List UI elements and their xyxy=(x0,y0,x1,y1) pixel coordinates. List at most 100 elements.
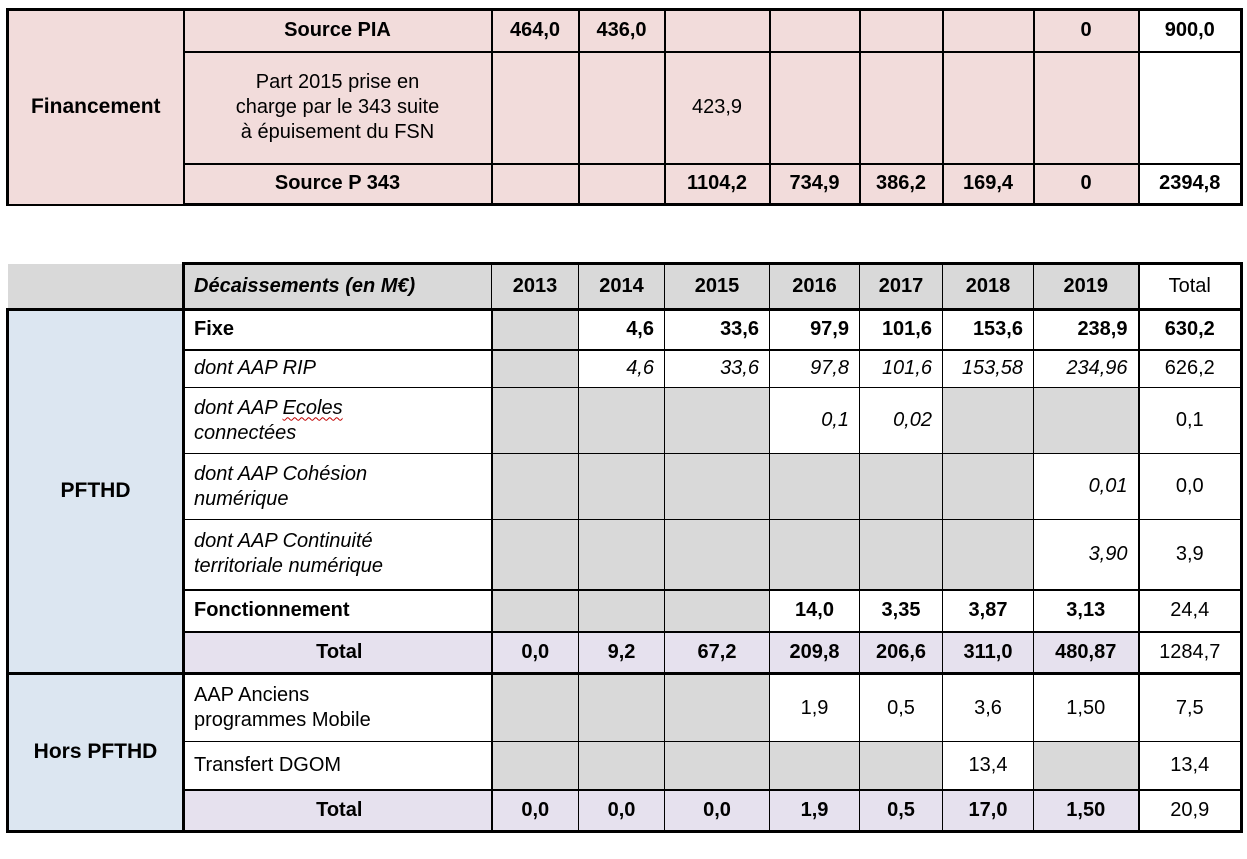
header-year: 2014 xyxy=(578,262,665,311)
row-total-cell xyxy=(1137,50,1243,165)
value-cell: 436,0 xyxy=(577,8,666,53)
value-cell xyxy=(859,453,943,520)
group-label-hors-pfthd: Hors PFTHD xyxy=(6,672,185,833)
value-cell xyxy=(664,588,770,632)
value-cell: 101,6 xyxy=(859,309,943,350)
value-cell xyxy=(491,387,579,454)
value-cell: 4,6 xyxy=(578,309,665,350)
row-label: dont AAP Continuité territoriale numériq… xyxy=(183,519,493,590)
header-year: 2017 xyxy=(859,262,943,311)
value-cell xyxy=(942,519,1034,590)
header-total: Total xyxy=(1137,262,1243,311)
row-label: Total xyxy=(183,788,493,833)
total-value-cell: 1,50 xyxy=(1033,788,1139,833)
header-year: 2018 xyxy=(942,262,1034,311)
value-cell xyxy=(942,453,1034,520)
value-cell xyxy=(578,588,665,632)
row-label: dont AAP RIP xyxy=(183,348,493,388)
group-label-pfthd: PFTHD xyxy=(6,308,185,675)
value-cell xyxy=(858,50,944,165)
total-value-cell: 209,8 xyxy=(769,630,860,674)
value-cell xyxy=(941,50,1035,165)
value-cell: 13,4 xyxy=(942,741,1034,790)
value-cell: 97,9 xyxy=(769,309,860,350)
value-cell xyxy=(769,453,860,520)
table-row: dont AAP Continuité territoriale numériq… xyxy=(8,519,1243,590)
value-cell xyxy=(942,387,1034,454)
value-cell: 1,9 xyxy=(769,672,860,742)
value-cell: 3,13 xyxy=(1033,588,1139,632)
value-cell xyxy=(491,453,579,520)
value-cell xyxy=(578,741,665,790)
value-cell xyxy=(491,519,579,590)
total-value-cell: 0,0 xyxy=(491,630,579,674)
value-cell xyxy=(664,387,770,454)
header-year: 2016 xyxy=(769,262,860,311)
value-cell xyxy=(859,741,943,790)
value-cell: 3,6 xyxy=(942,672,1034,742)
value-cell: 238,9 xyxy=(1033,309,1139,350)
row-total-cell: 24,4 xyxy=(1137,588,1243,632)
value-cell: 33,6 xyxy=(664,309,770,350)
table-row: Part 2015 prise en charge par le 343 sui… xyxy=(8,50,1243,165)
row-total-cell: 3,9 xyxy=(1137,519,1243,590)
value-cell: 153,58 xyxy=(942,348,1034,388)
total-value-cell: 0,0 xyxy=(578,788,665,833)
total-value-cell: 17,0 xyxy=(942,788,1034,833)
misspelled-word: Ecoles xyxy=(282,396,343,419)
value-cell: 153,6 xyxy=(942,309,1034,350)
value-cell: 0 xyxy=(1032,162,1140,206)
value-cell: 97,8 xyxy=(769,348,860,388)
header-row: Décaissements (en M€) 2013 2014 2015 201… xyxy=(7,262,1243,311)
value-cell xyxy=(768,8,861,53)
value-cell: 386,2 xyxy=(858,162,944,206)
value-cell: 3,90 xyxy=(1033,519,1139,590)
value-cell: 3,87 xyxy=(942,588,1034,632)
row-label: Source P 343 xyxy=(182,162,493,206)
value-cell xyxy=(1033,387,1139,454)
value-cell: 169,4 xyxy=(941,162,1035,206)
value-cell xyxy=(858,8,944,53)
ghost-cell xyxy=(7,263,184,310)
value-cell xyxy=(491,348,579,388)
value-cell xyxy=(490,50,580,165)
total-value-cell: 480,87 xyxy=(1033,630,1139,674)
total-value-cell: 0,0 xyxy=(664,788,770,833)
row-total-cell: 0,0 xyxy=(1137,453,1243,520)
row-label: AAP Anciens programmes Mobile xyxy=(183,672,493,742)
value-cell xyxy=(941,8,1035,53)
value-cell xyxy=(768,50,861,165)
value-cell xyxy=(664,672,770,742)
value-cell: 0,1 xyxy=(769,387,860,454)
value-cell xyxy=(769,519,860,590)
table-row: dont AAP RIP 4,6 33,6 97,8 101,6 153,58 … xyxy=(8,348,1243,388)
table-row: dont AAP Ecoles connectées 0,1 0,02 0,1 xyxy=(8,387,1243,454)
value-cell: 734,9 xyxy=(768,162,861,206)
value-cell xyxy=(491,588,579,632)
value-cell xyxy=(578,519,665,590)
value-cell: 234,96 xyxy=(1033,348,1139,388)
row-label: Fixe xyxy=(183,309,493,350)
row-total-cell: 20,9 xyxy=(1137,788,1243,833)
row-label: Total xyxy=(183,630,493,674)
value-cell: 14,0 xyxy=(769,588,860,632)
total-row: Total 0,0 9,2 67,2 209,8 206,6 311,0 480… xyxy=(8,630,1243,674)
value-cell: 1,50 xyxy=(1033,672,1139,742)
value-cell: 101,6 xyxy=(859,348,943,388)
row-label: dont AAP Ecoles connectées xyxy=(183,387,493,454)
value-cell xyxy=(1033,741,1139,790)
value-cell xyxy=(664,453,770,520)
total-value-cell: 67,2 xyxy=(664,630,770,674)
header-title: Décaissements (en M€) xyxy=(182,262,492,311)
value-cell xyxy=(769,741,860,790)
value-cell xyxy=(578,453,665,520)
table-row: Source P 343 1104,2 734,9 386,2 169,4 0 … xyxy=(8,162,1243,206)
group-label-financement: Financement xyxy=(6,8,185,206)
value-cell xyxy=(1032,50,1140,165)
header-year: 2015 xyxy=(664,262,770,311)
row-total-cell: 0,1 xyxy=(1137,387,1243,454)
total-value-cell: 1,9 xyxy=(769,788,860,833)
header-year: 2013 xyxy=(491,262,579,311)
total-row: Total 0,0 0,0 0,0 1,9 0,5 17,0 1,50 20,9 xyxy=(8,788,1243,833)
row-label: Part 2015 prise en charge par le 343 sui… xyxy=(182,50,493,165)
